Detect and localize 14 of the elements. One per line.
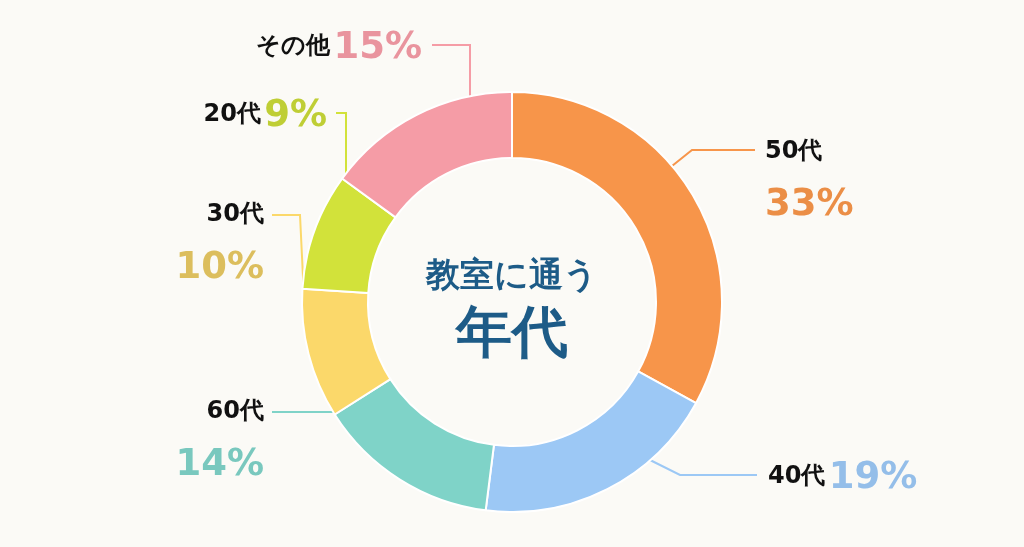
slice-label: その他 [256,31,332,59]
slice-label: 60代 [206,396,264,424]
text: 年代 [454,298,568,364]
data-label: 15% [333,23,422,67]
slice-label: 40代 [768,461,826,489]
slice-label: 20代 [203,99,261,127]
data-label: 10% [175,244,264,287]
data-label: 19% [828,453,918,497]
data-label: 14% [175,441,264,484]
data-label: 33% [765,181,854,224]
data-label: 9% [264,91,327,135]
text: 教室に通う [425,254,598,294]
slice-label: 30代 [206,199,264,227]
slice-label: 50代 [765,136,823,164]
